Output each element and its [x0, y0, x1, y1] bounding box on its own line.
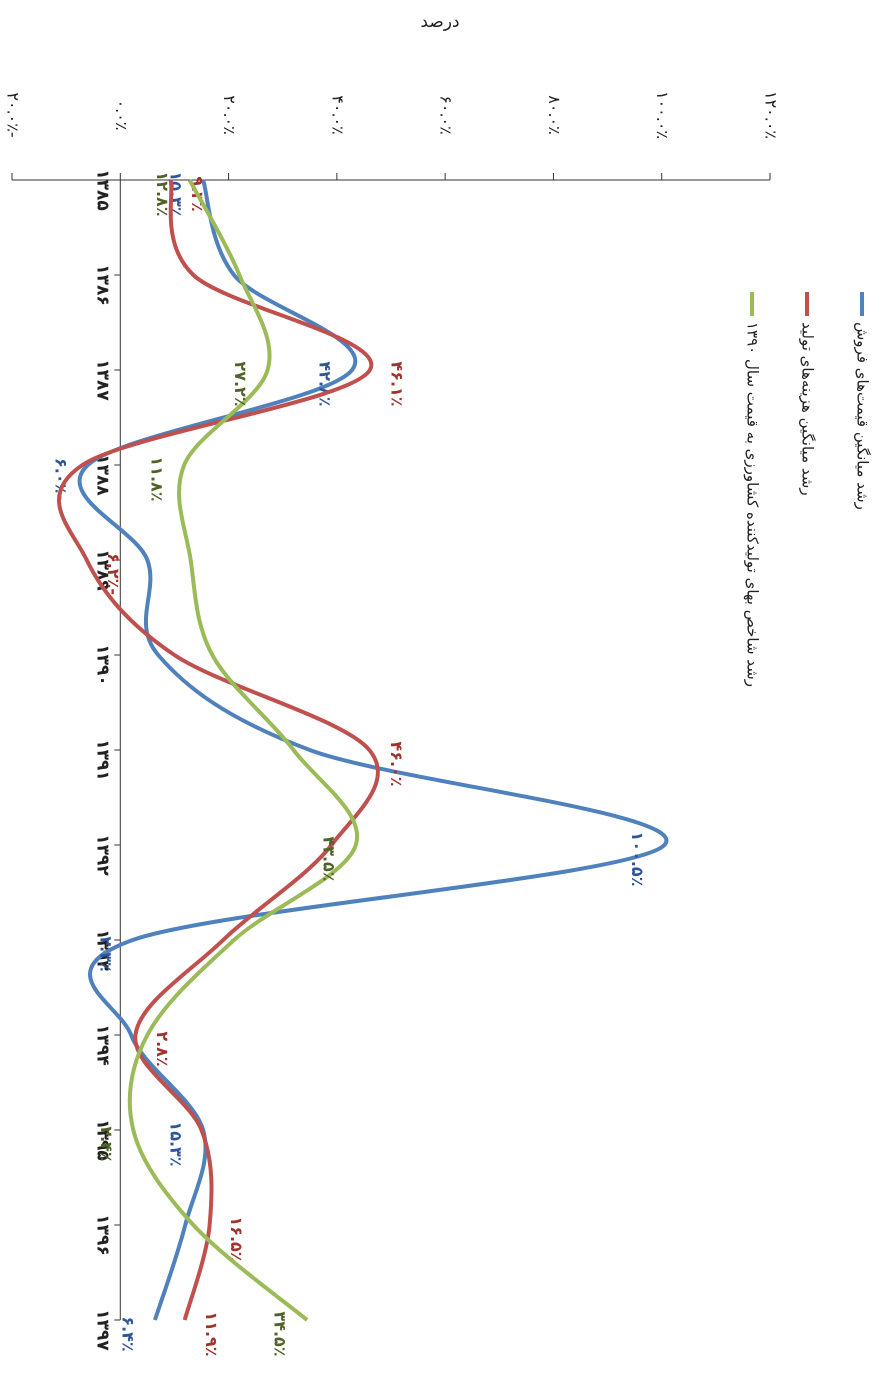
y-tick-label: -۲۰.۰٪	[4, 92, 23, 137]
axis-title: درصد	[420, 12, 459, 32]
series-line	[127, 179, 360, 1322]
y-tick-label: ۴۰.۰٪	[328, 95, 347, 134]
rotated-plot: -۲۰.۰٪ ۰.۰٪ ۲۰.۰٪ ۴۰.۰٪ ۶۰.۰٪ ۸۰.۰٪ ۱۰۰.۰٪ ۱۲۰.…	[4, 91, 872, 1357]
data-label: ۲.۳٪	[96, 936, 115, 971]
y-tick-label: ۰.۰٪	[112, 100, 131, 131]
x-tick-label: ۱۳۹۴	[92, 1024, 112, 1066]
x-tick-label: ۱۳۸۸	[92, 454, 112, 496]
data-label: -۶.۰٪	[51, 458, 70, 500]
data-label: ۱۵.۳٪	[167, 1121, 186, 1166]
data-label: ۶.۴٪	[118, 1316, 137, 1351]
data-label: ۴۲.۸٪	[316, 361, 335, 406]
y-tick-label: ۱۰۰.۰٪	[653, 91, 672, 139]
x-tick-label: ۱۳۸۷	[92, 359, 112, 401]
y-tick-label: ۲۰.۰٪	[220, 95, 239, 134]
x-tick-label: ۱۳۹۱	[92, 739, 112, 781]
data-label: ۴۶.۰٪	[387, 741, 406, 786]
x-tick-label: ۱۳۹۵	[92, 1119, 112, 1161]
y-tick-label: ۸۰.۰٪	[545, 95, 564, 134]
data-label: -۶.۲٪	[104, 553, 123, 595]
data-label: ۳۴.۵٪	[271, 1311, 290, 1356]
series-line	[57, 179, 380, 1321]
data-label: ۴۳.۵٪	[319, 836, 338, 881]
data-label: ۲۷.۲٪	[231, 361, 250, 406]
data-label: ۱۱.۸٪	[148, 456, 167, 501]
x-tick-label: ۱۳۹۰	[92, 644, 112, 686]
data-label: ۲.۴٪	[97, 1126, 116, 1161]
y-tick-label: ۶۰.۰٪	[437, 95, 456, 134]
x-tick-label: ۱۳۸۶	[92, 264, 112, 306]
legend-label: رشد میانگین هزینه‌های تولید	[799, 322, 817, 496]
x-tick-label: ۱۳۹۶	[92, 1214, 112, 1256]
y-tick-label: ۱۲۰.۰٪	[762, 91, 781, 139]
x-tick-label: ۱۳۹۷	[92, 1309, 112, 1351]
data-label: ۱۰۰.۵٪	[628, 832, 647, 887]
series-line	[77, 179, 669, 1321]
legend-label: رشد میانگین قیمت‌های فروش	[854, 322, 872, 510]
x-tick-label: ۱۳۸۵	[92, 169, 112, 211]
x-tick-label: ۱۳۹۲	[92, 834, 112, 876]
data-label: ۱۱.۹٪	[202, 1311, 221, 1356]
legend-label: رشد شاخص بهای تولیدکننده کشاورزی به قیمت…	[744, 322, 762, 687]
data-label: ۱۲.۸٪	[153, 171, 172, 216]
data-label: ۱۶.۵٪	[227, 1216, 246, 1261]
data-label: ۴۶.۱٪	[387, 361, 406, 406]
data-label: ۲.۸٪	[153, 1031, 172, 1066]
